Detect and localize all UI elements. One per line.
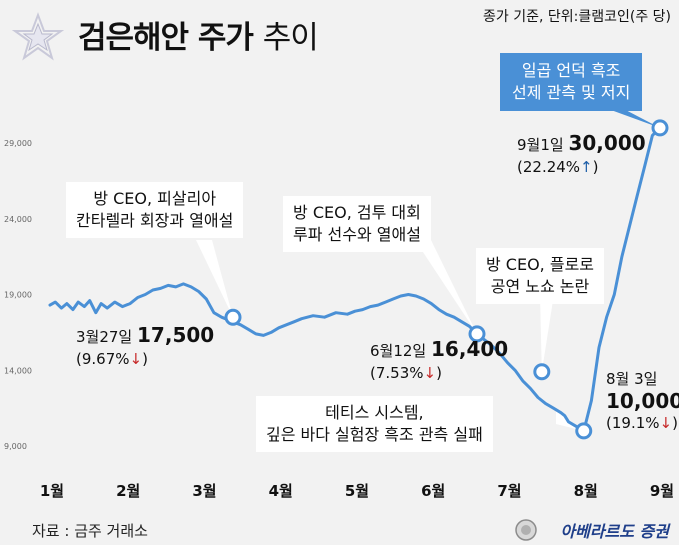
up-arrow-icon: ↑ xyxy=(580,158,593,176)
y-tick-label: 14,000 xyxy=(4,366,32,375)
annotation-june-date: 6월12일 xyxy=(370,342,427,360)
callout-august-line1: 테티스 시스템, xyxy=(325,403,424,422)
y-tick-label: 9,000 xyxy=(4,442,27,451)
callout-june-line1: 방 CEO, 검투 대회 xyxy=(293,203,421,222)
callout-leader xyxy=(600,106,660,128)
brand-name: 아베라르도 증권 xyxy=(560,522,669,541)
x-tick-label: 5월 xyxy=(345,482,369,500)
annotation-august-change: (19.1% xyxy=(606,414,660,432)
callout-august-line2: 깊은 바다 실험장 흑조 관측 실패 xyxy=(266,425,483,444)
x-tick-label: 9월 xyxy=(650,482,674,500)
annotation-august-price: 10,000 xyxy=(606,389,679,413)
x-tick-label: 4월 xyxy=(269,482,293,500)
callout-july: 방 CEO, 플로로 공연 노쇼 논란 xyxy=(476,248,605,304)
annotation-september-price: 30,000 xyxy=(568,131,646,155)
callout-leader xyxy=(540,294,554,372)
data-marker xyxy=(533,363,551,381)
title-suffix: 추이 xyxy=(262,20,319,56)
unit-note: 종가 기준, 단위:클램코인(주 당) xyxy=(482,9,671,25)
y-tick-label: 19,000 xyxy=(4,291,32,300)
annotation-march-change: (9.67% xyxy=(76,350,130,368)
callout-july-line1: 방 CEO, 플로로 xyxy=(486,255,595,274)
data-marker xyxy=(224,308,242,326)
source-note: 자료 : 금주 거래소 xyxy=(32,522,148,540)
callout-july-line2: 공연 노쇼 논란 xyxy=(490,277,590,296)
annotation-august: 8월 3일 10,000 (19.1%↓) xyxy=(606,368,679,434)
callout-september-line2: 선제 관측 및 저지 xyxy=(512,83,631,102)
down-arrow-icon: ↓ xyxy=(129,350,143,368)
annotation-march-date: 3월27일 xyxy=(76,328,133,346)
seal-icon xyxy=(515,519,537,541)
down-arrow-icon: ↓ xyxy=(659,414,673,432)
x-tick-label: 2월 xyxy=(116,482,140,500)
data-marker xyxy=(575,422,593,440)
data-marker xyxy=(651,119,669,137)
y-axis-ticks: 9,000 14,000 19,000 24,000 29,000 xyxy=(4,139,32,451)
annotation-september-change: (22.24% xyxy=(517,158,581,176)
x-tick-label: 7월 xyxy=(497,482,521,500)
callout-august: 테티스 시스템, 깊은 바다 실험장 흑조 관측 실패 xyxy=(256,396,493,452)
annotation-june-price: 16,400 xyxy=(431,337,509,361)
x-tick-label: 3월 xyxy=(192,482,216,500)
annotation-september: 9월1일 30,000 (22.24%↑) xyxy=(517,131,646,176)
callout-september: 일곱 언덕 흑조 선제 관측 및 저지 xyxy=(500,53,643,111)
callout-march-line1: 방 CEO, 피살리아 xyxy=(93,189,217,208)
callout-june-line2: 루파 선수와 열애설 xyxy=(293,225,421,244)
x-tick-label: 6월 xyxy=(421,482,445,500)
series-line xyxy=(48,126,662,433)
x-tick-label: 1월 xyxy=(40,482,64,500)
callout-march: 방 CEO, 피살리아 칸타렐라 회장과 열애설 xyxy=(66,182,244,238)
down-arrow-icon: ↓ xyxy=(423,364,437,382)
callout-leader xyxy=(196,240,233,318)
annotation-march-price: 17,500 xyxy=(137,323,215,347)
x-axis-ticks: 1월 2월 3월 4월 5월 6월 7월 8월 9월 xyxy=(40,482,674,500)
callout-march-line2: 칸타렐라 회장과 열애설 xyxy=(76,211,234,230)
y-tick-label: 24,000 xyxy=(4,215,32,224)
callout-june: 방 CEO, 검투 대회 루파 선수와 열애설 xyxy=(283,196,431,252)
star-logo-icon xyxy=(12,12,64,61)
series-markers xyxy=(224,119,669,440)
annotation-june-change: (7.53% xyxy=(370,364,424,382)
title-main: 검은해안 주가 xyxy=(78,20,254,56)
data-marker xyxy=(468,325,486,343)
y-tick-label: 29,000 xyxy=(4,139,32,148)
annotation-june: 6월12일 16,400 (7.53%↓) xyxy=(370,337,509,382)
chart-title: 검은해안 주가 추이 xyxy=(78,12,319,57)
x-tick-label: 8월 xyxy=(574,482,598,500)
callout-september-line1: 일곱 언덕 흑조 xyxy=(521,61,621,80)
annotation-march: 3월27일 17,500 (9.67%↓) xyxy=(76,323,215,368)
annotation-august-date: 8월 3일 xyxy=(606,370,658,388)
callout-leader xyxy=(415,240,477,334)
annotation-september-date: 9월1일 xyxy=(517,136,564,154)
